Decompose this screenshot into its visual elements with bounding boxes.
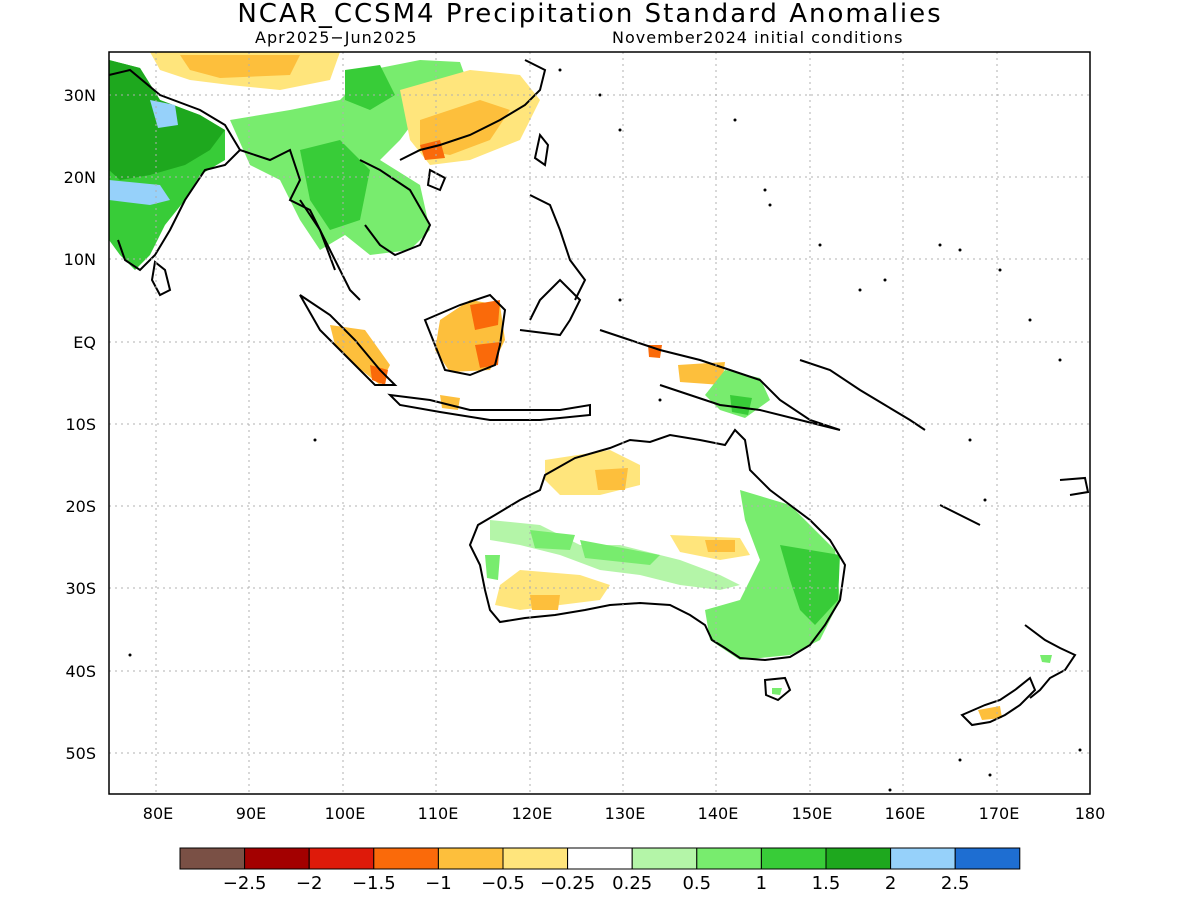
lat-label: 30N bbox=[64, 86, 96, 105]
longitude-axis: 80E 90E 100E 110E 120E 130E 140E 150E 16… bbox=[143, 804, 1106, 823]
map-border bbox=[108, 51, 1091, 795]
colorbar-label: 1 bbox=[756, 873, 767, 894]
map-title: NCAR_CCSM4 Precipitation Standard Anomal… bbox=[237, 0, 943, 29]
lat-label: 20S bbox=[65, 497, 96, 516]
colorbar-swatches bbox=[179, 847, 1021, 870]
lon-label: 160E bbox=[885, 804, 926, 823]
colorbar-label: 2 bbox=[885, 873, 896, 894]
colorbar-label: −1.5 bbox=[352, 873, 396, 894]
colorbar-swatch bbox=[373, 847, 439, 870]
colorbar-label: 0.5 bbox=[682, 873, 711, 894]
latitude-axis: 30N 20N 10N EQ 10S 20S 30S 40S 50S bbox=[64, 86, 96, 763]
colorbar-swatch bbox=[631, 847, 698, 870]
lon-label: 120E bbox=[512, 804, 553, 823]
lat-label: 10N bbox=[64, 250, 96, 269]
colorbar-label: −2 bbox=[296, 873, 323, 894]
colorbar-swatch bbox=[760, 847, 827, 870]
lat-label: 10S bbox=[65, 415, 96, 434]
colorbar-swatch bbox=[179, 847, 246, 870]
colorbar-swatch bbox=[954, 847, 1021, 870]
colorbar-swatch bbox=[825, 847, 892, 870]
colorbar: −2.5 −2 −1.5 −1 −0.5 −0.25 0.25 0.5 1 1.5 2 2.5 bbox=[179, 847, 1021, 894]
coastlines bbox=[108, 59, 1090, 727]
colorbar-swatch bbox=[502, 847, 569, 870]
colorbar-label: 1.5 bbox=[812, 873, 841, 894]
lon-label: 110E bbox=[418, 804, 459, 823]
colorbar-swatch bbox=[308, 847, 375, 870]
lon-label: 150E bbox=[792, 804, 833, 823]
colorbar-swatch bbox=[696, 847, 762, 870]
colorbar-labels: −2.5 −2 −1.5 −1 −0.5 −0.25 0.25 0.5 1 1.5 2 2.5 bbox=[223, 873, 970, 894]
lat-label: 20N bbox=[64, 168, 96, 187]
colorbar-label: 0.25 bbox=[612, 873, 652, 894]
forecast-period: Apr2025−Jun2025 bbox=[255, 28, 418, 47]
colorbar-label: −1 bbox=[425, 873, 452, 894]
lat-label: 50S bbox=[65, 744, 96, 763]
lon-label: 170E bbox=[979, 804, 1020, 823]
colorbar-label: 2.5 bbox=[941, 873, 970, 894]
lon-label: 80E bbox=[143, 804, 173, 823]
lon-label: 130E bbox=[605, 804, 646, 823]
lat-label: 40S bbox=[65, 662, 96, 681]
lat-label: 30S bbox=[65, 579, 96, 598]
initial-conditions: November2024 initial conditions bbox=[612, 28, 904, 47]
graticule bbox=[109, 52, 1090, 794]
colorbar-swatch bbox=[890, 847, 956, 870]
colorbar-swatch bbox=[244, 847, 310, 870]
lon-label: 100E bbox=[325, 804, 366, 823]
colorbar-label: −2.5 bbox=[223, 873, 267, 894]
island-dots bbox=[128, 68, 1082, 792]
map-frame bbox=[108, 51, 1091, 795]
anomaly-shading bbox=[109, 52, 1052, 720]
colorbar-swatch bbox=[437, 847, 504, 870]
lon-label: 180 bbox=[1075, 804, 1106, 823]
colorbar-swatch bbox=[567, 847, 633, 870]
lon-label: 140E bbox=[698, 804, 739, 823]
lon-label: 90E bbox=[236, 804, 266, 823]
colorbar-label: −0.5 bbox=[481, 873, 525, 894]
lat-label: EQ bbox=[73, 333, 96, 352]
colorbar-label: −0.25 bbox=[540, 873, 595, 894]
